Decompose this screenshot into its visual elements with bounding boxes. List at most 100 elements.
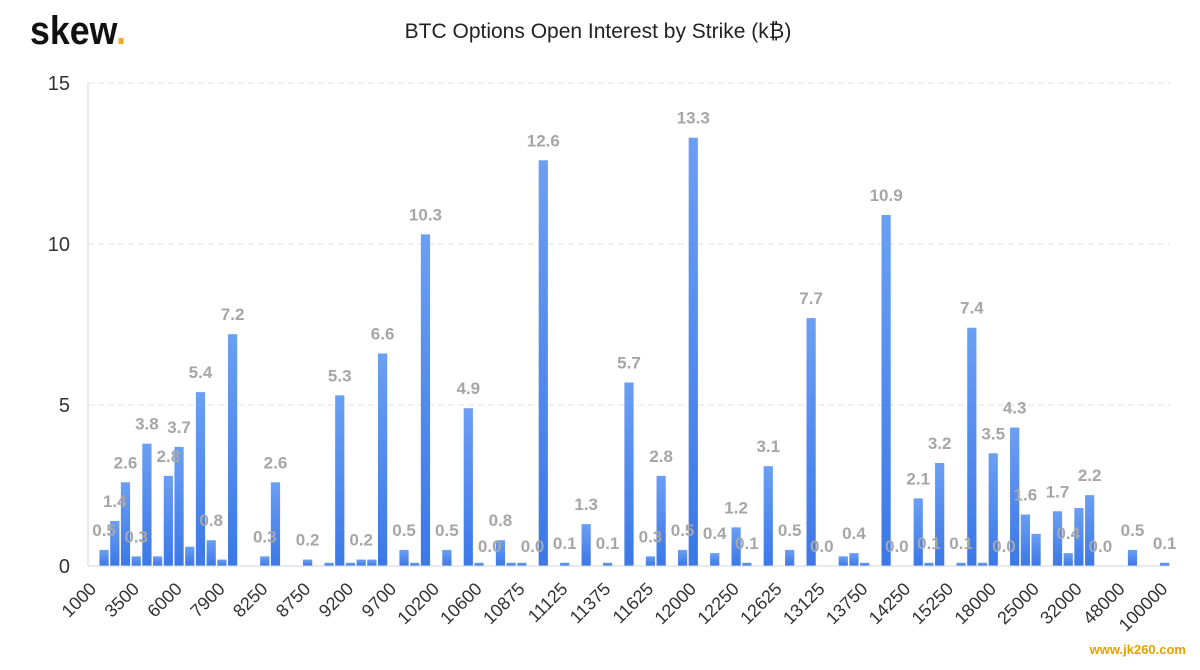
bar: [474, 562, 484, 566]
bar: [924, 562, 934, 566]
bar: [260, 556, 270, 566]
bar-value-label: 0.2: [296, 531, 320, 550]
chart-title: BTC Options Open Interest by Strike (k₿): [405, 20, 792, 43]
bar: [378, 353, 388, 566]
bar-value-label: 0.3: [253, 527, 277, 546]
skew-logo: skew.: [30, 9, 126, 53]
bar-value-label: 2.8: [649, 447, 673, 466]
bar: [656, 475, 666, 566]
x-tick-label: 32000: [1036, 579, 1086, 629]
bar: [110, 520, 120, 566]
bar: [303, 559, 313, 566]
bar: [1085, 495, 1095, 566]
x-tick-label: 11625: [609, 579, 658, 628]
x-tick-label: 8750: [272, 579, 314, 621]
bar-value-label: 0.5: [392, 521, 416, 540]
bar: [99, 549, 109, 566]
bar-value-label: 0.0: [810, 537, 834, 556]
bar-value-label: 4.9: [456, 379, 480, 398]
bar: [131, 556, 141, 566]
bar: [731, 527, 741, 566]
bar: [806, 318, 816, 566]
bar-value-label: 0.0: [521, 537, 545, 556]
bar: [174, 446, 184, 566]
bar: [849, 553, 859, 566]
bar: [763, 466, 773, 566]
bar-value-label: 0.1: [917, 534, 941, 553]
bar: [1031, 533, 1041, 566]
bar: [217, 559, 227, 566]
bar: [335, 395, 345, 566]
x-tick-label: 18000: [951, 579, 1001, 629]
x-tick-label: 12625: [736, 579, 786, 629]
bar: [1160, 562, 1170, 566]
bar-value-label: 0.1: [596, 534, 620, 553]
bar-value-label: 0.5: [778, 521, 802, 540]
bar: [581, 524, 591, 566]
bar-value-label: 3.2: [928, 434, 952, 453]
bar-value-label: 0.1: [553, 534, 577, 553]
bar: [988, 453, 998, 566]
bar: [785, 549, 795, 566]
x-tick-label: 9200: [315, 579, 357, 621]
bar: [356, 559, 366, 566]
bar: [838, 556, 848, 566]
bar: [206, 540, 216, 566]
bar-value-label: 3.8: [135, 415, 159, 434]
y-tick-label: 0: [59, 556, 70, 578]
y-tick-label: 15: [48, 73, 70, 95]
bar-value-label: 0.1: [949, 534, 973, 553]
x-tick-label: 12000: [651, 579, 701, 629]
bar: [538, 160, 548, 566]
bar-value-label: 2.1: [906, 469, 930, 488]
x-tick-label: 10600: [436, 579, 486, 629]
bar-value-label: 7.2: [221, 305, 245, 324]
bar-value-label: 5.3: [328, 366, 352, 385]
data-labels: 0.5 1.4 2.6 0.3 3.8 2.8 3.7 5.4 0.8 7.2 0.3 2.6 0.2 5…: [92, 109, 1176, 556]
bar-value-label: 2.2: [1078, 466, 1102, 485]
bar-value-label: 1.7: [1046, 482, 1070, 501]
bar-value-label: 1.2: [724, 498, 748, 517]
bar-value-label: 6.6: [371, 324, 395, 343]
bar-value-label: 0.3: [639, 527, 663, 546]
bar: [1052, 511, 1063, 566]
bar-value-label: 0.1: [1153, 534, 1177, 553]
bar-value-label: 12.6: [527, 131, 560, 150]
bar-value-label: 3.1: [756, 437, 780, 456]
x-tick-label: 3500: [101, 579, 143, 621]
bar: [228, 334, 238, 566]
bar: [710, 553, 720, 566]
x-axis-tick-labels: 1000 3500 6000 7900 8250 8750 9200 970010200106…: [58, 579, 1172, 636]
bar: [645, 556, 656, 566]
bar-value-label: 0.4: [703, 524, 727, 543]
watermark: www.jk260.com: [1089, 642, 1186, 657]
bar: [967, 327, 977, 566]
bar-value-label: 0.3: [124, 527, 148, 546]
bar-value-label: 0.0: [478, 537, 502, 556]
bar: [881, 215, 891, 566]
bar: [495, 540, 506, 566]
bar: [120, 482, 131, 566]
x-tick-label: 6000: [143, 579, 185, 621]
bar-value-label: 1.4: [103, 492, 127, 511]
bar: [1020, 514, 1030, 566]
bar-value-label: 10.9: [870, 186, 903, 205]
bar-value-label: 0.5: [1121, 521, 1145, 540]
logo-dot: .: [116, 9, 126, 53]
bar: [913, 498, 923, 566]
bar-value-label: 0.2: [349, 531, 373, 550]
bar: [742, 562, 752, 566]
x-tick-label: 10200: [393, 579, 443, 629]
bar-value-label: 2.8: [157, 447, 181, 466]
bar-value-label: 2.6: [264, 453, 288, 472]
bar: [517, 562, 527, 566]
bars: [99, 137, 1170, 567]
bar-value-label: 3.5: [981, 424, 1005, 443]
bar: [624, 382, 634, 566]
bar: [935, 462, 945, 566]
bar-value-label: 0.8: [489, 511, 513, 530]
bar: [185, 546, 195, 566]
x-tick-label: 13125: [779, 579, 829, 629]
bar-value-label: 1.6: [1014, 485, 1038, 504]
